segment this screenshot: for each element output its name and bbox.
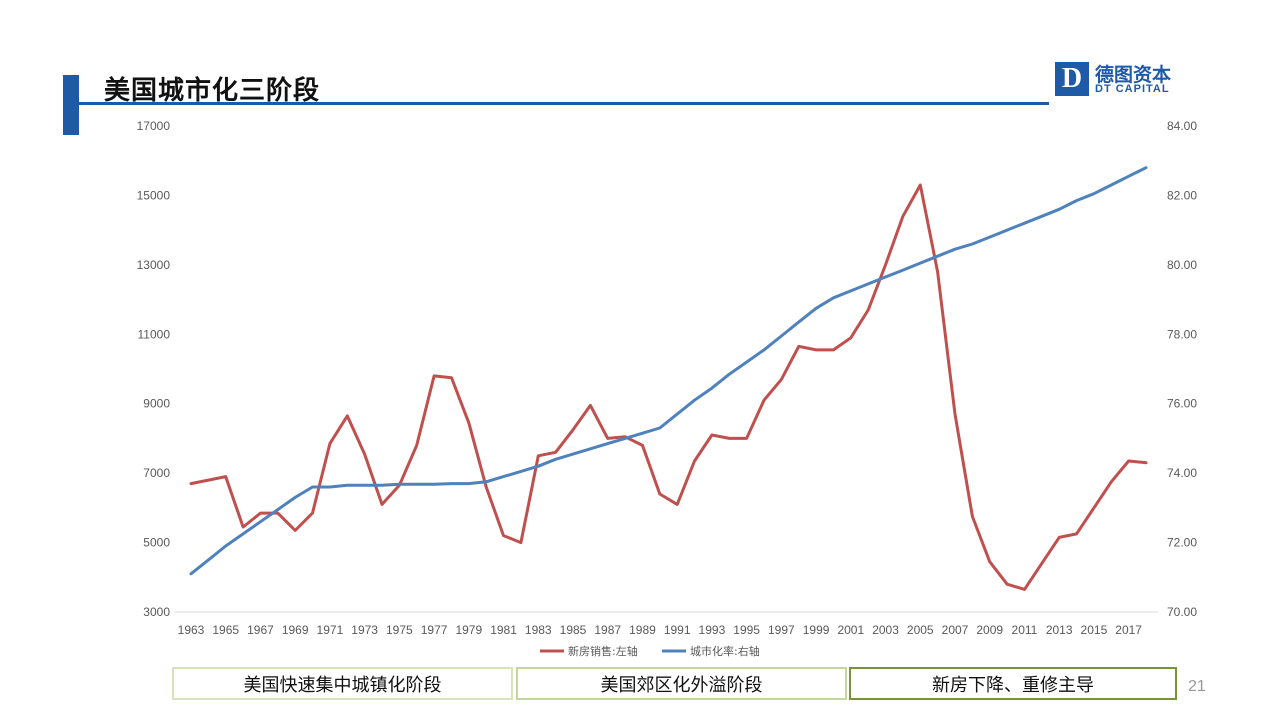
stage-3-box: 新房下降、重修主导: [849, 667, 1177, 700]
x-tick-label: 2003: [872, 623, 899, 637]
title-underline: [79, 102, 1049, 105]
logo-mark-box: [1055, 62, 1089, 96]
y-right-tick-label: 70.00: [1167, 605, 1197, 619]
x-tick-label: 1995: [733, 623, 760, 637]
y-right-tick-label: 80.00: [1167, 258, 1197, 272]
x-tick-label: 1981: [490, 623, 517, 637]
x-tick-label: 1975: [386, 623, 413, 637]
x-tick-label: 2011: [1012, 623, 1038, 637]
y-left-tick-label: 17000: [137, 119, 171, 133]
y-right-tick-label: 84.00: [1167, 119, 1197, 133]
x-tick-label: 1965: [212, 623, 239, 637]
page-number: 21: [1188, 678, 1206, 695]
x-tick-label: 2001: [837, 623, 864, 637]
y-axis-left: 3000 5000 7000 9000 11000 13000 15000 17000: [137, 119, 171, 619]
x-tick-label: 1971: [317, 623, 344, 637]
x-tick-label: 1983: [525, 623, 552, 637]
logo-mark-letter: D: [1061, 63, 1083, 94]
company-logo: D 德图资本 DT CAPITAL: [1055, 62, 1190, 98]
y-right-tick-label: 74.00: [1167, 466, 1197, 480]
stage-2-box: 美国郊区化外溢阶段: [516, 667, 847, 700]
x-tick-label: 1963: [178, 623, 205, 637]
x-tick-label: 2017: [1115, 623, 1142, 637]
x-tick-label: 1977: [421, 623, 448, 637]
x-tick-label: 1979: [455, 623, 482, 637]
chart-legend: 新房销售:左轴 城市化率:右轴: [540, 644, 760, 658]
x-tick-label: 1991: [664, 623, 691, 637]
series-lines: [189, 166, 1148, 591]
y-left-tick-label: 11000: [138, 327, 171, 341]
x-tick-label: 2009: [976, 623, 1003, 637]
x-tick-label: 1987: [594, 623, 621, 637]
x-tick-label: 1989: [629, 623, 656, 637]
x-tick-label: 1993: [699, 623, 726, 637]
stage-2-label: 美国郊区化外溢阶段: [600, 674, 763, 696]
series-line-urbanization-rate: [189, 166, 1148, 576]
legend-label: 城市化率:右轴: [690, 644, 760, 658]
legend-label: 新房销售:左轴: [568, 644, 638, 658]
series-line-new-home-sales: [189, 183, 1148, 591]
x-tick-label: 1969: [282, 623, 309, 637]
logo-chinese-name: 德图资本: [1095, 64, 1172, 86]
slide-title: 美国城市化三阶段: [104, 76, 321, 106]
y-left-tick-label: 15000: [137, 188, 171, 202]
y-right-tick-label: 78.00: [1167, 327, 1197, 341]
x-tick-label: 2005: [907, 623, 934, 637]
logo-english-name: DT CAPITAL: [1095, 83, 1170, 95]
x-tick-label: 1973: [351, 623, 378, 637]
x-tick-label: 1985: [560, 623, 587, 637]
y-right-tick-label: 76.00: [1167, 397, 1197, 411]
y-left-tick-label: 13000: [137, 258, 171, 272]
y-left-tick-label: 7000: [143, 466, 170, 480]
y-right-tick-label: 72.00: [1167, 536, 1197, 550]
y-right-tick-label: 82.00: [1167, 188, 1197, 202]
x-tick-label: 1999: [803, 623, 830, 637]
x-tick-label: 1967: [247, 623, 274, 637]
title-accent-bar: [63, 75, 79, 135]
y-left-tick-label: 9000: [143, 397, 170, 411]
y-left-tick-label: 5000: [143, 536, 170, 550]
y-left-tick-label: 3000: [143, 605, 170, 619]
x-axis: 1963 1965 1967 1969 1971 1973 1975 1977 1979 1981…: [178, 623, 1143, 637]
stage-1-box: 美国快速集中城镇化阶段: [172, 667, 513, 700]
y-axis-right: 70.00 72.00 74.00 76.00 78.00 80.00 82.00 84.00: [1167, 119, 1197, 619]
x-tick-label: 2013: [1046, 623, 1073, 637]
x-tick-label: 2015: [1081, 623, 1108, 637]
stage-1-label: 美国快速集中城镇化阶段: [243, 674, 442, 696]
x-tick-label: 2007: [942, 623, 969, 637]
x-tick-label: 1997: [768, 623, 795, 637]
stage-3-label: 新房下降、重修主导: [932, 674, 1094, 696]
